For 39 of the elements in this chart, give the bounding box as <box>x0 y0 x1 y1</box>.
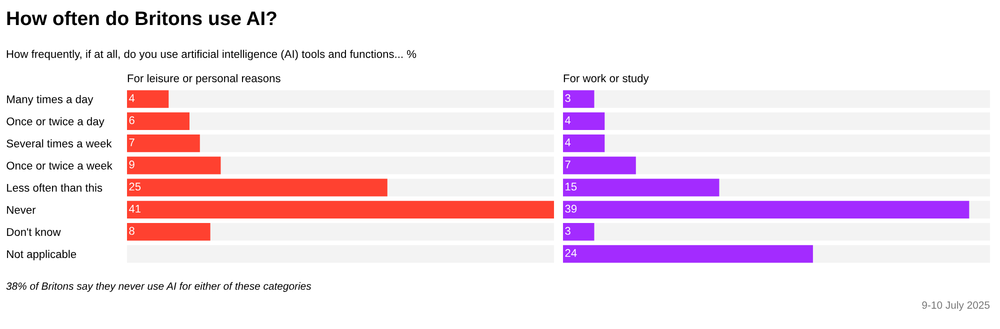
series-label: For work or study <box>564 74 649 84</box>
text: 38% of Britons say they never use AI for either of these categories <box>6 282 312 292</box>
data-label: 8 <box>129 226 134 235</box>
y-tick-label: Never <box>7 206 36 214</box>
bar <box>563 90 594 108</box>
bar <box>127 90 169 108</box>
y-tick-label: Once or twice a day <box>6 117 104 128</box>
bar <box>563 156 636 174</box>
text: 9-10 July 2025 <box>922 301 990 311</box>
bar <box>563 134 605 152</box>
y-tick-label: Several times a week <box>6 139 112 148</box>
bar <box>563 112 605 130</box>
data-label: 3 <box>565 94 570 102</box>
data-label: 3 <box>565 226 570 235</box>
bar <box>127 134 200 152</box>
y-tick-label: Not applicable <box>7 250 76 260</box>
bar <box>127 112 190 130</box>
data-label: 25 <box>129 182 141 191</box>
data-label: 24 <box>565 249 577 257</box>
y-tick-label: Once or twice a week <box>6 161 112 170</box>
data-label: 9 <box>129 160 134 168</box>
y-tick-label: Many times a day <box>7 95 94 106</box>
chart-subtitle: How frequently, if at all, do you use artificial intelligence (AI) tools and functions... % <box>6 50 416 60</box>
data-label: 7 <box>129 138 134 146</box>
data-label: 41 <box>128 204 141 213</box>
data-label: 4 <box>564 116 571 124</box>
bar <box>563 222 594 241</box>
data-label: 4 <box>128 94 135 102</box>
data-label: 15 <box>566 182 577 191</box>
data-label: 39 <box>565 204 577 213</box>
data-label: 4 <box>564 138 571 146</box>
data-label: 7 <box>565 160 570 168</box>
y-tick-label: Don't know <box>7 228 61 236</box>
data-label: 6 <box>129 116 134 124</box>
bar <box>127 222 210 241</box>
bar <box>127 156 221 174</box>
series-label: For leisure or personal reasons <box>128 74 280 84</box>
y-tick-label: Less often than this <box>7 184 102 192</box>
chart-title: How often do Britons use AI? <box>7 10 276 26</box>
